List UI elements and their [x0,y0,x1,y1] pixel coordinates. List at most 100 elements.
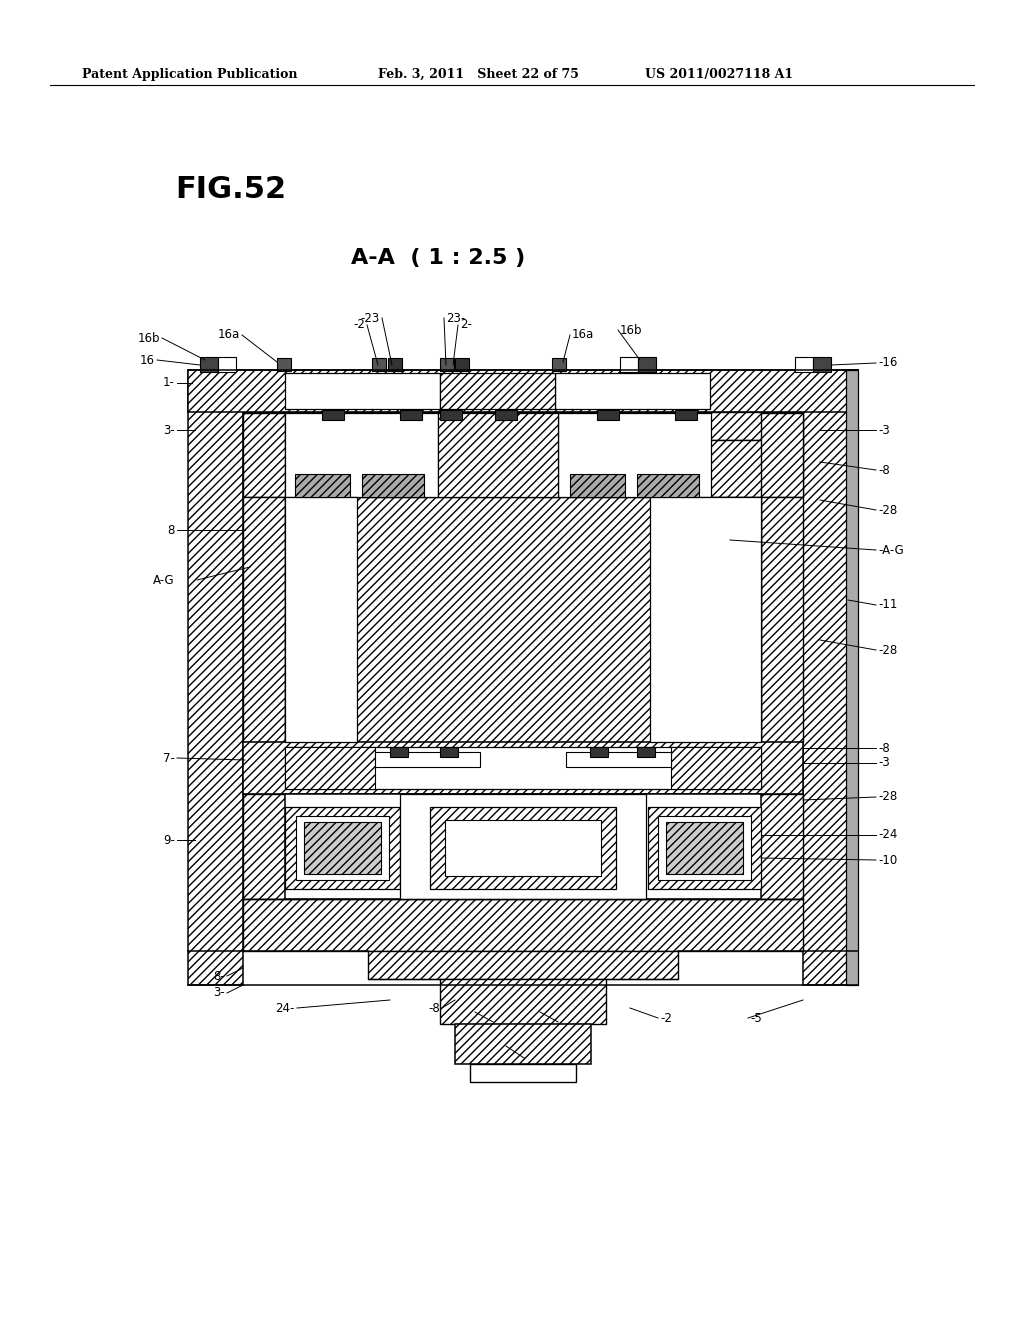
Bar [445,820,601,876]
Bar [803,370,858,985]
Text: -2: -2 [660,1011,672,1024]
Bar [566,752,671,767]
Bar [243,742,803,795]
Bar [285,747,375,789]
Bar [285,413,438,498]
Bar [440,979,606,1024]
Text: -10: -10 [560,1015,580,1028]
Bar [846,370,858,985]
Bar [285,807,400,888]
Text: Feb. 3, 2011   Sheet 22 of 75: Feb. 3, 2011 Sheet 22 of 75 [378,69,579,81]
Bar [390,747,408,756]
Bar [558,413,711,498]
Text: -8: -8 [878,742,890,755]
Text: 1-: 1- [163,376,175,389]
Bar [440,358,454,371]
Text: -5: -5 [750,1011,762,1024]
Bar [795,356,813,372]
Bar [375,752,480,767]
Bar [666,822,743,874]
Bar [372,358,386,371]
Bar [285,747,761,789]
Bar [455,358,469,371]
Bar [570,474,625,498]
Bar [455,1024,591,1064]
Text: -8: -8 [428,1002,440,1015]
Text: -4: -4 [526,1052,538,1064]
Bar [813,356,831,372]
Bar [243,440,803,498]
Text: 16: 16 [140,354,155,367]
Bar [761,413,803,498]
Text: -A-G: -A-G [878,544,904,557]
Text: US 2011/0027118 A1: US 2011/0027118 A1 [645,69,794,81]
Bar [285,498,761,742]
Text: -23: -23 [360,312,380,325]
Bar [675,411,697,420]
Bar [243,412,803,440]
Bar [440,374,555,409]
Bar [368,950,678,979]
Bar [440,411,462,420]
Text: 23-: 23- [446,312,465,325]
Bar [400,411,422,420]
Bar [637,474,699,498]
Bar [552,358,566,371]
Text: -28: -28 [878,503,897,516]
Text: 16b: 16b [620,323,642,337]
Text: 2-: 2- [460,318,472,331]
Bar [495,411,517,420]
Bar [188,370,243,985]
Text: -8: -8 [878,463,890,477]
Bar [400,795,646,899]
Text: -16: -16 [878,356,897,370]
Text: 24-: 24- [275,1002,295,1015]
Text: -2: -2 [495,1015,507,1028]
Text: 16b: 16b [137,331,160,345]
Bar [671,747,761,789]
Bar [304,822,381,874]
Text: 3-: 3- [213,986,225,999]
Bar [648,807,761,888]
Bar [438,413,558,498]
Bar [218,356,236,372]
Bar [296,816,389,880]
Text: -28: -28 [878,644,897,656]
Bar [243,413,285,498]
Text: -3: -3 [878,756,890,770]
Bar [388,358,402,371]
Bar [658,816,751,880]
Text: -2: -2 [353,318,365,331]
Text: 7-: 7- [163,751,175,764]
Text: 9-: 9- [163,833,175,846]
Text: -3: -3 [878,424,890,437]
Bar [243,795,803,899]
Bar [295,474,350,498]
Bar [285,498,357,742]
Text: 8-: 8- [213,969,225,982]
Text: FIG.52: FIG.52 [175,176,286,205]
Text: Patent Application Publication: Patent Application Publication [82,69,298,81]
Text: A-G: A-G [154,573,175,586]
Bar [243,498,285,742]
Bar [285,795,761,899]
Text: 3-: 3- [163,424,175,437]
Bar [200,356,218,372]
Bar [620,356,638,372]
Bar [597,411,618,420]
Bar [278,358,291,371]
Bar [638,356,656,372]
Bar [555,374,710,409]
Bar [470,1064,575,1082]
Text: 16a: 16a [572,329,594,342]
Bar [243,899,803,950]
Bar [285,374,440,409]
Bar [590,747,608,756]
Bar [322,411,344,420]
Text: 8: 8 [168,524,175,536]
Bar [650,498,761,742]
Bar [430,807,616,888]
Text: -24: -24 [878,829,897,842]
Text: -10: -10 [878,854,897,866]
Bar [362,474,424,498]
